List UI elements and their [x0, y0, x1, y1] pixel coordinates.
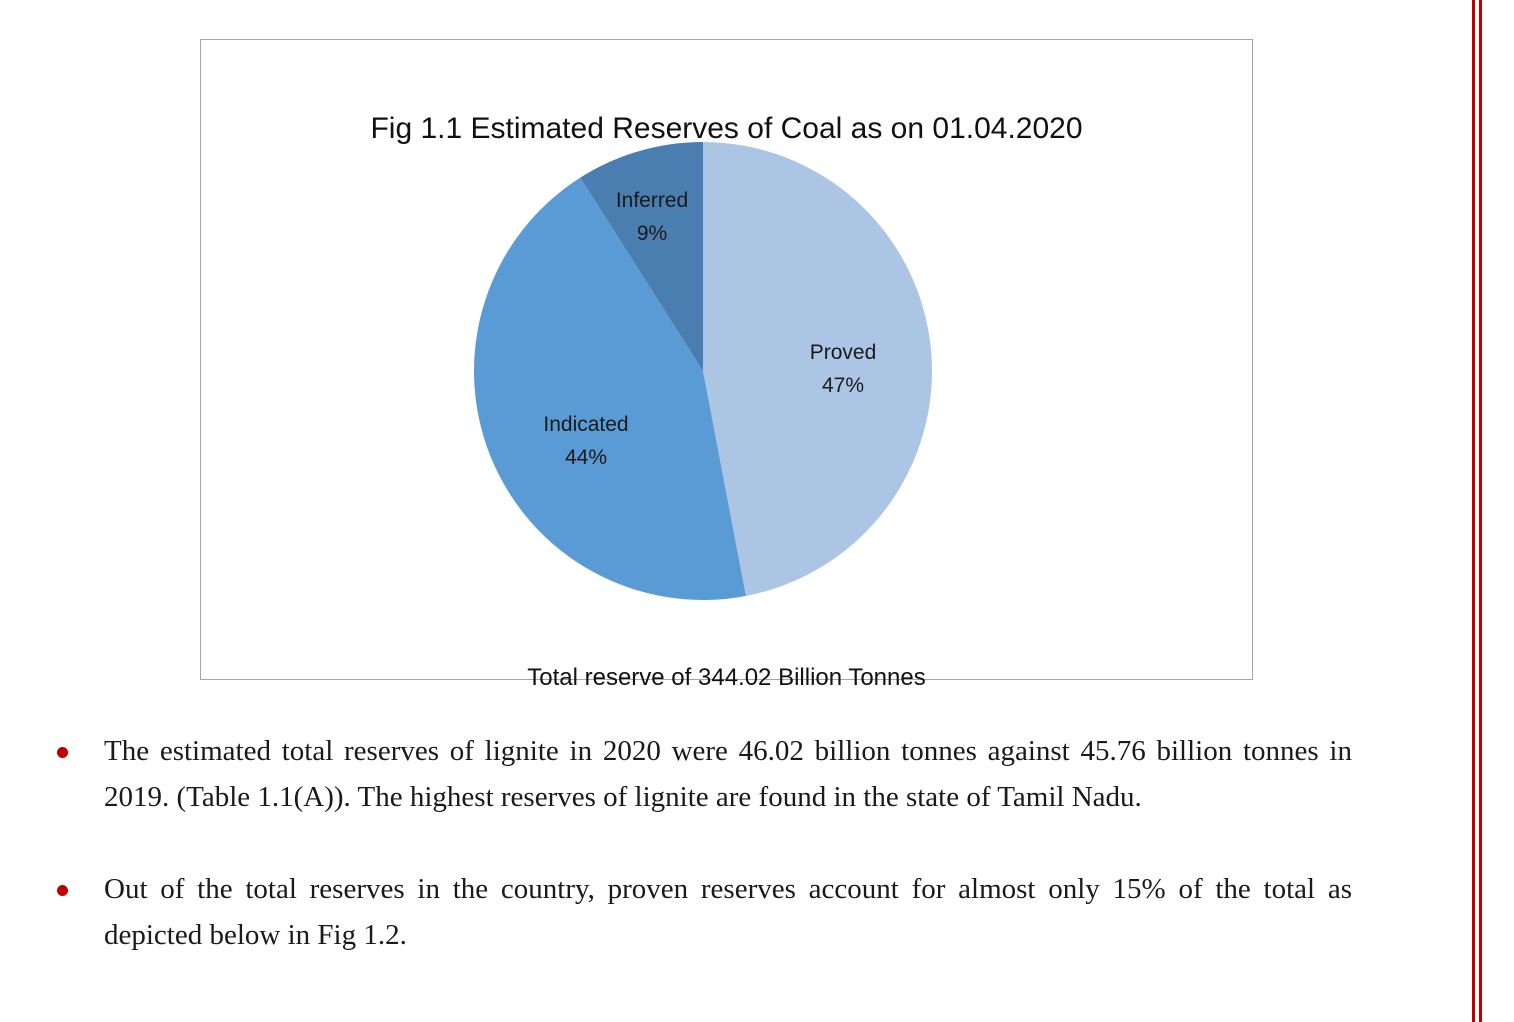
pie-value-inferred: 9% — [637, 222, 667, 245]
pie-slices — [473, 142, 933, 600]
pie-slice-proved — [703, 142, 933, 596]
chart-title: Fig 1.1 Estimated Reserves of Coal as on… — [370, 112, 1083, 145]
bullet-item-lignite: The estimated total reserves of lignite … — [57, 728, 1352, 820]
pie-slice-indicated — [473, 177, 746, 600]
pie-value-indicated: 44% — [565, 446, 607, 469]
bullet-item-proven-reserves: Out of the total reserves in the country… — [57, 866, 1352, 958]
page-border-right-rule — [1479, 0, 1482, 1022]
pie-label-inferred: Inferred — [616, 189, 688, 212]
pie-labels: Proved 47% Indicated 44% Inferred 9% — [543, 189, 876, 469]
pie-label-proved: Proved — [810, 341, 877, 364]
page-border-left-rule — [1472, 0, 1475, 1022]
chart-total-note: Total reserve of 344.02 Billion Tonnes — [527, 664, 926, 691]
pie-value-proved: 47% — [822, 374, 864, 397]
pie-label-indicated: Indicated — [543, 413, 628, 436]
pie-slice-inferred — [580, 142, 703, 371]
pie-chart: Proved 47% Indicated 44% Inferred 9% — [473, 142, 933, 600]
